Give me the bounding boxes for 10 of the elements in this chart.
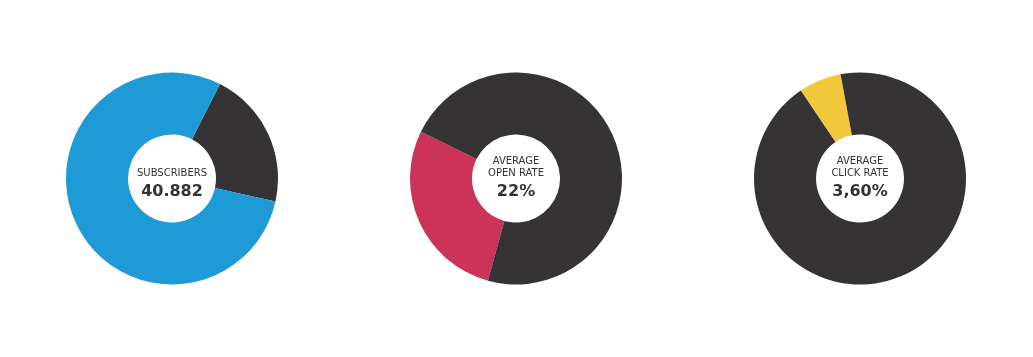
donut-slice (66, 72, 276, 285)
donut-slice (754, 72, 966, 285)
text: SUBSCRIBERS (136, 167, 208, 178)
text: 3,60% (832, 181, 888, 200)
text: 22% (496, 181, 536, 200)
text: 40.882 (141, 181, 203, 200)
donut-slice (420, 72, 622, 285)
donut-slice (800, 74, 852, 143)
text: AVERAGE CLICK RATE (831, 155, 889, 178)
text: AVERAGE OPEN RATE (488, 155, 544, 178)
